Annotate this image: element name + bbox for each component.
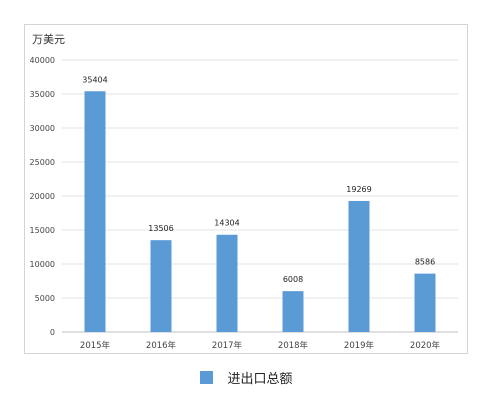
unit-label: 万美元 <box>32 33 65 46</box>
data-label: 14304 <box>214 219 239 228</box>
data-label: 13506 <box>148 224 173 233</box>
y-tick-label: 25000 <box>30 158 55 167</box>
data-label: 35404 <box>82 75 107 84</box>
bar <box>282 291 304 332</box>
x-tick-label: 2018年 <box>278 340 309 351</box>
y-tick-label: 40000 <box>30 56 55 65</box>
y-axis-ticks: 0 5000 10000 15000 20000 25000 30000 35000 40000 <box>30 56 55 337</box>
data-labels: 35404 13506 14304 6008 19269 8586 <box>82 75 435 284</box>
bar <box>414 273 436 332</box>
x-tick-label: 2015年 <box>80 340 111 351</box>
bars <box>84 91 436 332</box>
x-tick-label: 2016年 <box>146 340 177 351</box>
y-tick-label: 20000 <box>30 192 55 201</box>
y-tick-label: 35000 <box>30 90 55 99</box>
y-tick-label: 5000 <box>35 294 55 303</box>
x-tick-label: 2019年 <box>344 340 375 351</box>
data-label: 8586 <box>415 258 435 267</box>
x-tick-label: 2020年 <box>410 340 441 351</box>
bar <box>348 200 370 332</box>
y-tick-label: 10000 <box>30 260 55 269</box>
legend: 进出口总额 <box>0 368 493 387</box>
x-tick-label: 2017年 <box>212 340 243 351</box>
legend-swatch <box>200 371 214 384</box>
legend-label: 进出口总额 <box>227 372 293 387</box>
bar <box>216 234 238 332</box>
y-tick-label: 30000 <box>30 124 55 133</box>
x-axis-ticks: 2015年 2016年 2017年 2018年 2019年 2020年 <box>80 340 441 351</box>
data-label: 6008 <box>283 275 303 284</box>
y-tick-label: 15000 <box>30 226 55 235</box>
bar <box>84 91 106 332</box>
bar <box>150 240 172 332</box>
gridlines <box>62 59 458 333</box>
data-label: 19269 <box>346 185 371 194</box>
y-tick-label: 0 <box>50 328 55 337</box>
